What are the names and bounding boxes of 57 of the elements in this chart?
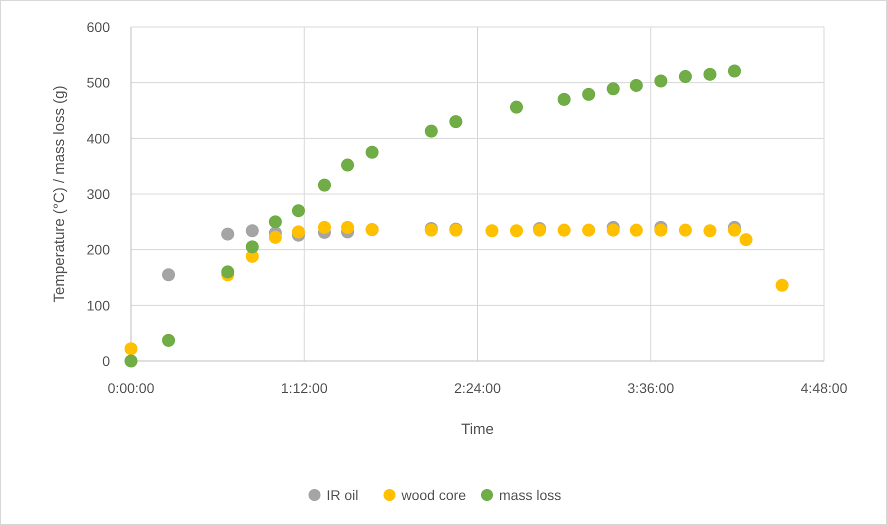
point bbox=[510, 100, 523, 114]
point bbox=[582, 88, 596, 101]
point bbox=[366, 146, 379, 159]
point bbox=[678, 224, 692, 237]
point bbox=[510, 224, 523, 238]
point bbox=[449, 115, 462, 128]
y-tick-label: 0 bbox=[102, 353, 110, 369]
point bbox=[558, 224, 571, 237]
legend-label: IR oil bbox=[326, 487, 358, 503]
y-axis-title: Temperature (°C) / mass loss (g) bbox=[51, 86, 68, 302]
point bbox=[162, 268, 176, 282]
y-tick-label: 600 bbox=[86, 19, 110, 35]
point bbox=[221, 265, 234, 278]
point bbox=[606, 224, 620, 237]
point bbox=[246, 240, 259, 254]
point bbox=[630, 224, 643, 237]
x-tick-label: 1:12:00 bbox=[280, 380, 328, 396]
point bbox=[162, 334, 176, 347]
point bbox=[606, 82, 620, 96]
point bbox=[728, 64, 741, 78]
point bbox=[728, 224, 741, 237]
y-tick-label: 400 bbox=[86, 130, 110, 146]
point bbox=[630, 78, 643, 92]
point bbox=[268, 215, 282, 228]
x-axis-title: Time bbox=[461, 421, 494, 438]
point bbox=[292, 225, 305, 238]
y-tick-label: 500 bbox=[86, 74, 110, 91]
legend-label: wood core bbox=[400, 487, 466, 503]
point bbox=[221, 228, 234, 241]
point bbox=[124, 354, 138, 368]
point bbox=[292, 204, 305, 218]
point bbox=[124, 342, 138, 356]
x-tick-label: 0:00:00 bbox=[108, 380, 155, 396]
point bbox=[654, 224, 668, 237]
point bbox=[268, 230, 282, 244]
y-tick-label: 100 bbox=[86, 297, 110, 314]
x-tick-label: 4:48:00 bbox=[800, 380, 848, 396]
point bbox=[654, 74, 668, 88]
point bbox=[318, 178, 331, 192]
point bbox=[485, 224, 498, 238]
point bbox=[776, 278, 789, 292]
y-tick-label: 200 bbox=[86, 242, 110, 258]
x-tick-label: 2:24:00 bbox=[454, 380, 502, 396]
x-tick-label: 3:36:00 bbox=[627, 380, 674, 396]
y-tick-label: 300 bbox=[86, 186, 110, 202]
point bbox=[424, 124, 438, 138]
point bbox=[740, 233, 753, 246]
point bbox=[341, 158, 354, 172]
point bbox=[703, 68, 716, 81]
point bbox=[246, 224, 259, 238]
point bbox=[558, 92, 571, 106]
point bbox=[703, 224, 716, 238]
point bbox=[318, 220, 331, 234]
legend-label: mass loss bbox=[499, 487, 562, 503]
point bbox=[678, 70, 692, 84]
point bbox=[582, 224, 596, 237]
point bbox=[341, 220, 354, 234]
